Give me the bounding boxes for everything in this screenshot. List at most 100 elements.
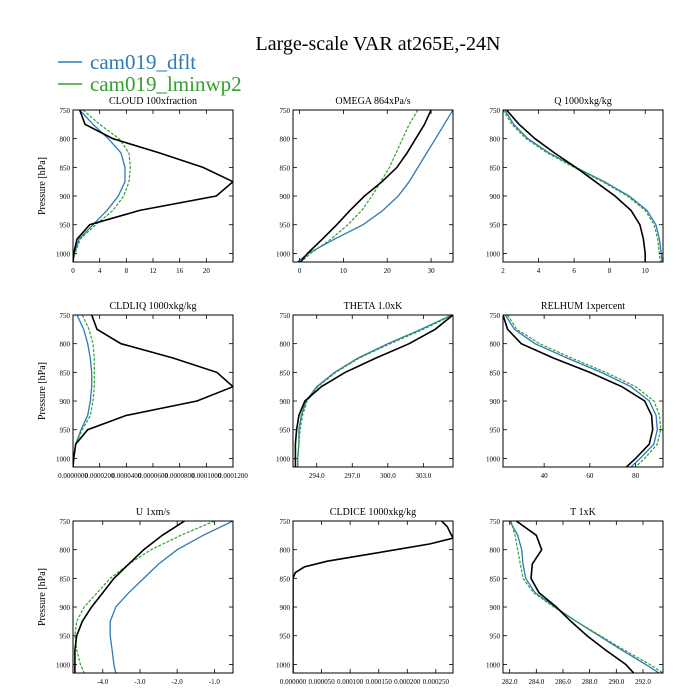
legend-label-lminwp2: cam019_lminwp2 [90,72,242,96]
y-tick-label: 800 [490,136,501,144]
y-tick-label: 850 [60,164,71,172]
y-tick-label: 1000 [56,661,71,669]
x-tick-label: 288.0 [582,678,598,686]
panel-title: T 1xK [570,507,596,518]
y-tick-label: 800 [280,136,291,144]
y-axis-label: Pressure [hPa] [37,568,48,626]
y-tick-label: 800 [280,547,291,555]
figure-title: Large-scale VAR at265E,-24N [256,33,501,55]
y-tick-label: 950 [490,427,501,435]
y-tick-label: 1000 [486,250,501,258]
y-tick-label: 950 [280,633,291,641]
x-tick-label: -4.0 [97,678,109,686]
x-tick-label: 10 [340,267,348,275]
series-group [73,315,233,467]
series-line-cam019-lminwp2 [73,110,131,262]
series-group [503,110,663,262]
panel-u: U 1xm/s 750 800 850 900 950 1000 -4.0 -3.0 -2.0 -1… [37,507,234,686]
panel-title: CLDLIQ 1000xkg/kg [110,301,197,312]
x-tick-label: -2.0 [172,678,184,686]
legend: cam019_dflt cam019_lminwp2 [58,50,242,96]
y-tick-label: 750 [280,518,291,526]
y-tick-label: 800 [60,136,71,144]
panel-title: Q 1000xkg/kg [554,96,612,107]
y-tick-label: 900 [490,604,501,612]
y-tick-label: 800 [490,341,501,349]
x-tick-label: 10 [642,267,650,275]
y-tick-label: 850 [490,575,501,583]
x-tick-label: 0.0000400 [111,472,141,480]
x-tick-label: 0.0000200 [85,472,115,480]
y-tick-label: 900 [280,193,291,201]
y-tick-label: 750 [60,312,71,320]
series-line-reference [293,521,453,673]
y-tick-label: 950 [60,222,71,230]
y-tick-label: 1000 [486,455,501,463]
y-tick-label: 1000 [276,661,291,669]
x-tick-label: 294.0 [309,472,325,480]
x-tick-label: -3.0 [134,678,146,686]
x-tick-label: 0 [298,267,302,275]
x-tick-label: 60 [586,472,594,480]
y-tick-label: 750 [490,107,501,115]
series-line-reference [73,315,233,467]
y-tick-label: 900 [490,398,501,406]
y-tick-label: 750 [490,312,501,320]
y-tick-label: 900 [60,193,71,201]
series-group [73,110,233,262]
x-tick-label: 20 [203,267,211,275]
panel-relhum: RELHUM 1xpercent 750 800 850 900 950 1000 40 60 8… [486,301,664,480]
y-tick-label: 950 [280,427,291,435]
y-tick-label: 900 [490,193,501,201]
series-line-cam019-dflt [296,110,453,262]
x-tick-label: 0 [71,267,75,275]
series-line-cam019-dflt [109,521,233,673]
panel-title: U 1xm/s [136,507,170,518]
series-line-cam019-lminwp2 [507,315,662,467]
plot-frame [72,520,234,674]
panel-omega: OMEGA 864xPa/s 750 800 850 900 950 1000 0 10 20 30 [276,96,454,275]
x-tick-label: 0.0001000 [191,472,221,480]
x-tick-label: 292.0 [635,678,651,686]
x-tick-label: 12 [150,267,158,275]
series-line-cam019-lminwp2 [74,521,215,673]
x-tick-label: 8 [125,267,129,275]
y-tick-label: 1000 [276,250,291,258]
x-tick-label: 8 [608,267,612,275]
panel-title: THETA 1.0xK [344,301,403,312]
y-tick-label: 850 [280,575,291,583]
x-tick-label: 40 [541,472,549,480]
series-line-cam019-lminwp2 [503,110,661,262]
y-tick-label: 850 [280,369,291,377]
y-tick-label: 950 [60,427,71,435]
plot-frame [502,520,664,674]
series-group [74,521,233,673]
series-line-reference [73,110,233,262]
x-tick-label: -1.0 [209,678,221,686]
y-tick-label: 800 [280,341,291,349]
x-tick-label: 0.000200 [394,678,421,686]
x-tick-label: 2 [501,267,505,275]
series-line-cam019-dflt [504,110,663,262]
y-tick-label: 800 [490,547,501,555]
plot-frame [502,109,664,263]
series-line-cam019-lminwp2 [297,315,453,467]
y-tick-label: 900 [280,398,291,406]
x-tick-label: 286.0 [555,678,571,686]
y-tick-label: 950 [490,222,501,230]
panel-title: RELHUM 1xpercent [541,301,625,312]
y-tick-label: 850 [60,575,71,583]
x-tick-label: 30 [428,267,436,275]
plot-frame [502,314,664,468]
plot-frame [292,314,454,468]
y-tick-label: 900 [60,398,71,406]
series-line-reference [299,110,432,262]
x-tick-label: 80 [632,472,640,480]
y-tick-label: 950 [60,633,71,641]
series-group [294,315,453,467]
panel-cloud: CLOUD 100xfraction 750 800 850 900 950 1000 0 4 8… [37,96,234,275]
plot-frame [72,109,234,263]
y-tick-label: 850 [60,369,71,377]
series-line-cam019-dflt [297,315,453,467]
